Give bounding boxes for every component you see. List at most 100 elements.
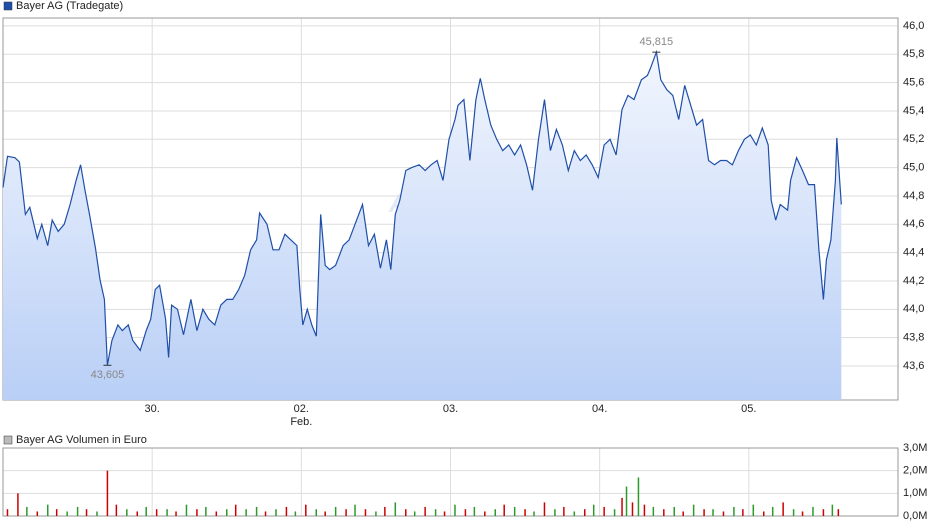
volume-bar xyxy=(115,504,118,516)
volume-bar xyxy=(637,477,640,516)
annotation-label: 43,605 xyxy=(91,369,125,381)
volume-bar xyxy=(584,509,586,516)
volume-bar xyxy=(652,506,655,516)
volume-bar xyxy=(424,506,426,516)
volume-bar xyxy=(364,509,367,516)
volume-bar xyxy=(66,511,68,516)
x-tick-sublabel: Feb. xyxy=(290,416,312,428)
x-tick-label: 04. xyxy=(592,403,607,415)
volume-bar xyxy=(175,511,177,516)
volume-bar xyxy=(782,502,784,516)
y-tick-label: 45,6 xyxy=(903,77,924,89)
volume-bar xyxy=(792,509,795,516)
volume-bar xyxy=(503,504,505,516)
volume-bar xyxy=(464,509,467,516)
volume-bar xyxy=(573,511,576,516)
volume-bar xyxy=(801,511,804,516)
volume-bar xyxy=(712,509,714,516)
legend-swatch xyxy=(3,435,13,445)
volume-bar xyxy=(334,506,337,516)
volume-bar xyxy=(106,470,109,516)
volume-bar xyxy=(592,504,595,516)
volume-bar xyxy=(17,493,19,516)
volume-bar xyxy=(563,506,565,516)
volume-bar xyxy=(315,509,317,516)
volume-bar xyxy=(554,509,556,516)
volume-bar xyxy=(742,509,744,516)
volume-bar xyxy=(285,506,288,516)
volume-bar xyxy=(226,509,228,516)
volume-bar xyxy=(196,509,198,516)
y-tick-label: 2,0M xyxy=(903,465,927,477)
volume-bar xyxy=(613,509,616,516)
volume-bar xyxy=(771,506,774,516)
volume-bar xyxy=(625,486,628,516)
volume-bar xyxy=(494,509,496,516)
volume-bar xyxy=(513,506,516,516)
volume-bar xyxy=(413,511,416,516)
volume-bar xyxy=(264,511,267,516)
volume-bar xyxy=(524,509,526,516)
volume-bar xyxy=(443,511,446,516)
volume-bar xyxy=(752,504,755,516)
y-tick-label: 46,0 xyxy=(903,20,924,32)
volume-bar xyxy=(837,509,840,516)
legend-swatch xyxy=(3,1,13,11)
volume-bar xyxy=(26,506,28,516)
volume-bar xyxy=(255,506,258,516)
volume-bar xyxy=(234,504,237,516)
x-tick-label: 03. xyxy=(443,403,458,415)
volume-bar xyxy=(294,511,297,516)
y-tick-label: 45,8 xyxy=(903,48,924,60)
volume-bar xyxy=(6,509,9,516)
price-line xyxy=(2,49,842,366)
volume-bar xyxy=(96,511,98,516)
volume-bar xyxy=(533,511,535,516)
volume-bar xyxy=(621,497,623,516)
volume-bar xyxy=(473,506,476,516)
y-tick-label: 45,4 xyxy=(903,105,924,117)
volume-bar xyxy=(831,504,834,516)
volume-bar xyxy=(136,511,138,516)
volume-bar xyxy=(55,509,58,516)
y-tick-label: 3,0M xyxy=(903,442,927,454)
volume-bar xyxy=(643,504,646,516)
y-tick-label: 44,6 xyxy=(903,218,924,230)
volume-bar xyxy=(703,509,705,516)
volume-bar xyxy=(692,504,695,516)
volume-bar xyxy=(215,511,218,516)
volume-bar xyxy=(631,502,634,516)
volume-bar xyxy=(673,506,675,516)
y-tick-label: 45,2 xyxy=(903,133,924,145)
volume-bar xyxy=(185,504,188,516)
legend-title: Bayer AG Volumen in Euro xyxy=(16,434,147,446)
volume-bar xyxy=(682,511,684,516)
y-tick-label: 44,0 xyxy=(903,303,924,315)
legend-title: Bayer AG (Tradegate) xyxy=(16,0,123,12)
volume-bar xyxy=(722,511,725,516)
x-tick-label: 05. xyxy=(741,403,756,415)
volume-bar xyxy=(384,506,386,516)
volume-bar xyxy=(603,506,605,516)
volume-bar xyxy=(305,504,307,516)
volume-bar xyxy=(434,509,437,516)
volume-bar xyxy=(155,509,158,516)
x-tick-label: 30. xyxy=(145,403,160,415)
volume-bar xyxy=(375,511,377,516)
y-tick-label: 45,0 xyxy=(903,162,924,174)
volume-bar xyxy=(275,509,277,516)
volume-bar xyxy=(354,504,356,516)
volume-bar xyxy=(405,509,407,516)
volume-bar xyxy=(76,506,79,516)
y-tick-label: 44,2 xyxy=(903,275,924,287)
volume-bar xyxy=(822,509,825,516)
volume-bar xyxy=(126,509,128,516)
price-area xyxy=(3,52,842,400)
y-tick-label: 1,0M xyxy=(903,487,927,499)
annotation-label: 45,815 xyxy=(640,36,674,48)
volume-bar xyxy=(394,502,397,516)
plot-frame xyxy=(2,447,899,517)
volume-bar xyxy=(47,504,49,516)
y-tick-label: 44,8 xyxy=(903,190,924,202)
